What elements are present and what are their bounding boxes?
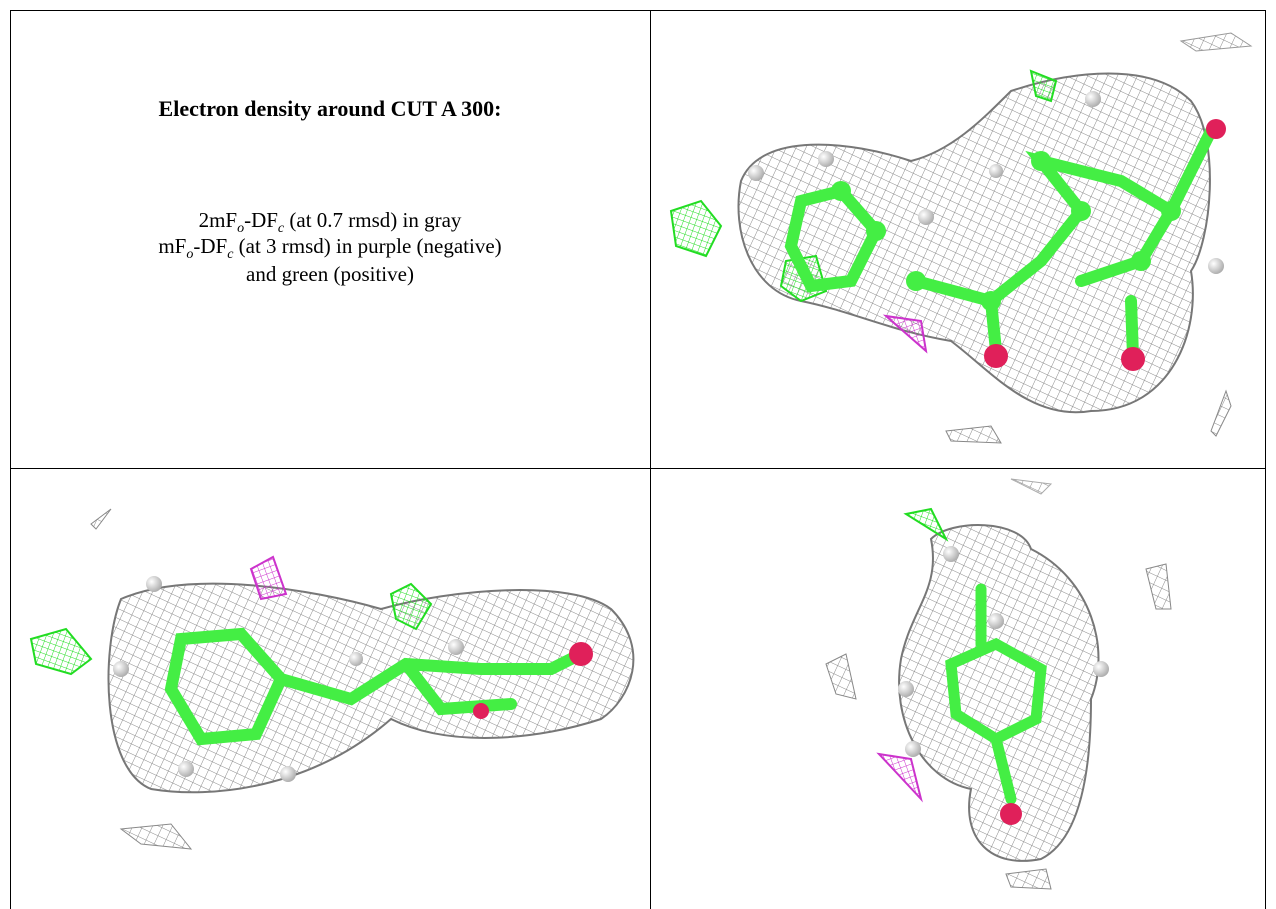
molecule-shape bbox=[899, 525, 1098, 861]
molecule-shape bbox=[1000, 803, 1022, 825]
molecule-shape bbox=[943, 546, 959, 562]
molecule-shape bbox=[671, 201, 721, 256]
molecule-shape bbox=[826, 654, 856, 699]
molecule-shape bbox=[906, 509, 946, 539]
molecule-shape bbox=[818, 151, 834, 167]
molecule-shape bbox=[121, 824, 191, 849]
caption-title: Electron density around CUT A 300: bbox=[10, 96, 650, 122]
molecule-shape bbox=[178, 761, 194, 777]
molecule-shape bbox=[981, 291, 1001, 311]
caption-line: mFo-DFc (at 3 rmsd) in purple (negative) bbox=[10, 234, 650, 263]
text: 2mF bbox=[199, 208, 238, 232]
molecule-shape bbox=[113, 661, 129, 677]
molecule-shape bbox=[349, 652, 363, 666]
molecule-shape bbox=[146, 576, 162, 592]
molecule-shape bbox=[988, 613, 1004, 629]
molecule-shape bbox=[280, 766, 296, 782]
molecule-shape bbox=[1085, 91, 1101, 107]
text: -DF bbox=[244, 208, 278, 232]
molecule-shape bbox=[91, 509, 111, 529]
molecule-shape bbox=[866, 221, 886, 241]
molecule-shape bbox=[1011, 479, 1051, 494]
molecule-shape bbox=[1093, 661, 1109, 677]
molecule-shape bbox=[886, 316, 926, 351]
molecule-shape bbox=[473, 703, 489, 719]
text: (at 0.7 rmsd) in gray bbox=[284, 208, 461, 232]
density-view bbox=[651, 469, 1265, 909]
molecule-shape bbox=[989, 164, 1003, 178]
molecule-shape bbox=[984, 344, 1008, 368]
density-view bbox=[11, 469, 649, 909]
density-view bbox=[651, 11, 1265, 467]
molecule-shape bbox=[1121, 347, 1145, 371]
text: and green (positive) bbox=[246, 262, 414, 286]
molecule-shape bbox=[905, 741, 921, 757]
text: -DF bbox=[193, 234, 227, 258]
molecule-shape bbox=[31, 629, 91, 674]
molecule-shape bbox=[1071, 201, 1091, 221]
molecule-shape bbox=[748, 165, 764, 181]
molecule-shape bbox=[448, 639, 464, 655]
caption-line: 2mFo-DFc (at 0.7 rmsd) in gray bbox=[10, 208, 650, 237]
molecule-shape bbox=[1161, 201, 1181, 221]
molecule-shape bbox=[898, 681, 914, 697]
caption-line: and green (positive) bbox=[10, 262, 650, 287]
molecule-shape bbox=[1146, 564, 1171, 609]
molecule-shape bbox=[1206, 119, 1226, 139]
molecule-shape bbox=[1006, 869, 1051, 889]
molecule-shape bbox=[569, 642, 593, 666]
text: (at 3 rmsd) in purple (negative) bbox=[233, 234, 501, 258]
molecule-shape bbox=[946, 426, 1001, 443]
molecule-shape bbox=[1211, 391, 1231, 436]
molecule-shape bbox=[1131, 251, 1151, 271]
molecule-shape bbox=[831, 181, 851, 201]
molecule-shape bbox=[1181, 33, 1251, 51]
molecule-shape bbox=[918, 209, 934, 225]
text: mF bbox=[158, 234, 186, 258]
molecule-shape bbox=[879, 754, 921, 799]
molecule-shape bbox=[1000, 803, 1022, 825]
molecule-shape bbox=[1031, 151, 1051, 171]
molecule-shape bbox=[1208, 258, 1224, 274]
molecule-shape bbox=[906, 271, 926, 291]
